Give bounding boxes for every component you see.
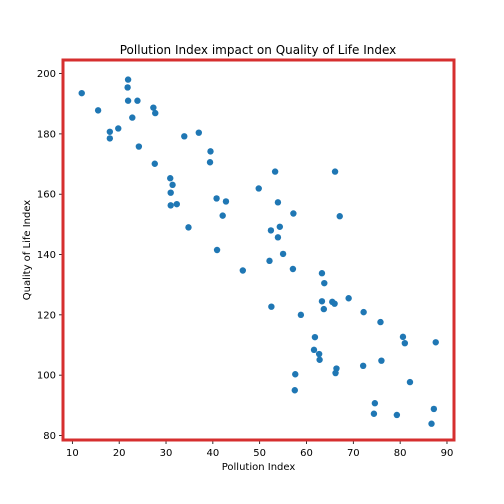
scatter-point-68 [393, 411, 401, 419]
scatter-point-17 [167, 202, 174, 209]
scatter-point-49 [345, 295, 352, 302]
x-tick-label-0: 10 [66, 448, 79, 459]
chart-title: Pollution Index impact on Quality of Lif… [120, 43, 397, 57]
scatter-point-29 [255, 185, 262, 192]
scatter-point-48 [336, 213, 343, 220]
y-tick-label-1: 100 [37, 371, 56, 382]
scatter-point-32 [274, 199, 282, 206]
scatter-point-62 [399, 333, 407, 341]
scatter-point-43 [318, 298, 326, 305]
y-tick-label-6: 200 [37, 69, 56, 80]
x-tick-label-6: 70 [347, 448, 360, 459]
y-tick-label-2: 120 [37, 310, 56, 321]
scatter-point-65 [406, 378, 414, 386]
scatter-point-67 [370, 410, 378, 417]
scatter-point-27 [213, 246, 221, 254]
y-axis-ticks: 80 100 120 140 160 180 200 [37, 69, 63, 442]
scatter-point-7 [124, 97, 132, 104]
x-tick-label-7: 80 [394, 448, 407, 459]
scatter-point-69 [430, 405, 438, 413]
scatter-point-16 [167, 189, 174, 196]
scatter-point-57 [332, 369, 339, 377]
y-tick-label-4: 160 [37, 190, 56, 201]
x-tick-label-8: 90 [441, 448, 454, 459]
scatter-point-20 [185, 224, 192, 231]
scatter-point-50 [360, 308, 367, 316]
scatter-point-6 [124, 84, 131, 91]
scatter-point-22 [207, 148, 214, 155]
scatter-point-15 [169, 181, 176, 189]
scatter-point-24 [213, 195, 220, 202]
scatter-point-36 [290, 210, 297, 217]
x-tick-label-5: 60 [300, 448, 313, 459]
scatter-point-12 [152, 109, 159, 117]
scatter-point-53 [310, 346, 318, 354]
scatter-point-47 [331, 168, 339, 175]
scatter-point-55 [316, 356, 323, 363]
scatter-point-11 [150, 104, 157, 111]
scatter-point-61 [378, 357, 385, 364]
scatter-point-51 [377, 318, 384, 326]
scatter-point-31 [267, 227, 275, 234]
scatter-point-42 [321, 279, 328, 287]
scatter-point-26 [222, 198, 230, 205]
scatter-point-63 [401, 339, 409, 347]
scatter-point-39 [268, 303, 275, 310]
scatter-point-9 [129, 114, 136, 121]
scatter-point-33 [276, 223, 284, 230]
scatter-point-64 [432, 339, 439, 346]
scatter-point-37 [266, 257, 273, 265]
scatter-point-19 [181, 133, 188, 140]
scatter-point-59 [291, 387, 298, 394]
scatter-point-38 [289, 265, 297, 273]
scatter-point-52 [311, 333, 319, 341]
scatter-point-2 [106, 128, 114, 135]
scatter-point-58 [292, 371, 299, 378]
y-tick-label-5: 180 [37, 129, 56, 140]
scatter-point-13 [151, 160, 158, 167]
scatter-point-1 [94, 107, 102, 114]
y-tick-label-3: 140 [37, 250, 56, 261]
scatter-point-18 [173, 200, 180, 208]
scatter-point-35 [279, 250, 287, 258]
scatter-point-23 [206, 159, 214, 166]
scatter-point-40 [297, 311, 305, 319]
x-tick-label-3: 40 [206, 448, 219, 459]
plot-frame [61, 58, 456, 442]
scatter-point-54 [315, 350, 323, 358]
scatter-point-34 [274, 234, 282, 241]
scatter-point-30 [271, 168, 279, 175]
x-tick-label-4: 50 [253, 448, 266, 459]
y-axis-label: Quality of Life Index [22, 200, 33, 301]
points-layer [78, 76, 439, 427]
scatter-point-4 [115, 125, 122, 132]
scatter-point-41 [318, 270, 326, 277]
scatter-point-46 [331, 300, 338, 307]
scatter-point-28 [239, 267, 247, 274]
x-axis-label: Pollution Index [222, 462, 296, 473]
scatter-point-14 [167, 175, 174, 182]
x-tick-label-1: 20 [113, 448, 126, 459]
scatter-point-60 [359, 362, 367, 370]
scatter-point-8 [134, 97, 141, 104]
scatter-point-44 [320, 305, 328, 313]
scatter-point-5 [124, 76, 132, 83]
scatter-point-0 [78, 89, 85, 97]
scatter-point-21 [195, 129, 202, 136]
scatter-point-25 [219, 212, 226, 219]
scatter-point-66 [371, 400, 379, 407]
x-tick-label-2: 30 [160, 448, 173, 459]
x-axis-ticks: 10 20 30 40 50 60 70 80 90 [66, 440, 453, 459]
scatter-point-3 [106, 135, 114, 142]
scatter-point-70 [428, 420, 435, 427]
y-tick-label-0: 80 [43, 431, 56, 442]
scatter-point-10 [135, 143, 143, 150]
